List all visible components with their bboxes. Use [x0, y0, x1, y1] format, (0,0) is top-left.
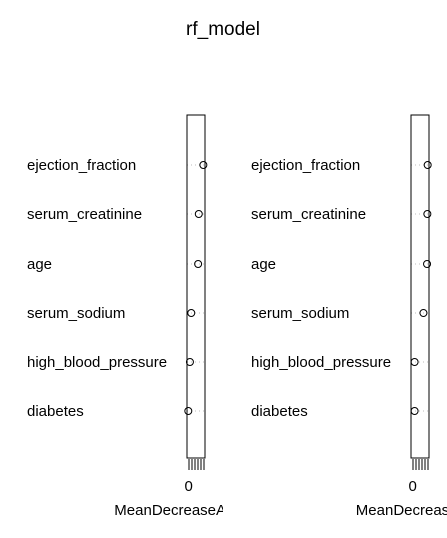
category-label: ejection_fraction: [27, 157, 136, 174]
category-label: serum_sodium: [27, 305, 125, 322]
x-axis-label: MeanDecreaseAccuracy: [114, 502, 278, 519]
panel-frame: [186, 114, 206, 459]
category-label: high_blood_pressure: [27, 354, 167, 371]
data-point: [184, 407, 193, 415]
category-label: serum_creatinine: [251, 206, 366, 223]
data-point: [423, 260, 432, 268]
category-label: ejection_fraction: [251, 157, 360, 174]
data-point: [423, 210, 432, 218]
data-point: [410, 358, 419, 366]
category-label: serum_creatinine: [27, 206, 142, 223]
data-point: [419, 309, 428, 317]
category-label: diabetes: [251, 403, 308, 420]
category-label: high_blood_pressure: [251, 354, 391, 371]
data-point: [187, 309, 196, 317]
category-label: serum_sodium: [251, 305, 349, 322]
category-label: age: [251, 256, 276, 273]
data-point: [185, 358, 194, 366]
data-point: [410, 407, 419, 415]
data-point: [199, 161, 208, 169]
x-tick-label: 0: [184, 478, 192, 495]
x-tick-label: 0: [408, 478, 416, 495]
x-axis-label: MeanDecreaseGini: [356, 502, 447, 519]
data-point: [423, 161, 432, 169]
category-label: age: [27, 256, 52, 273]
chart-title: rf_model: [186, 19, 260, 40]
data-point: [194, 210, 203, 218]
panel-frame: [410, 114, 430, 459]
category-label: diabetes: [27, 403, 84, 420]
data-point: [194, 260, 203, 268]
